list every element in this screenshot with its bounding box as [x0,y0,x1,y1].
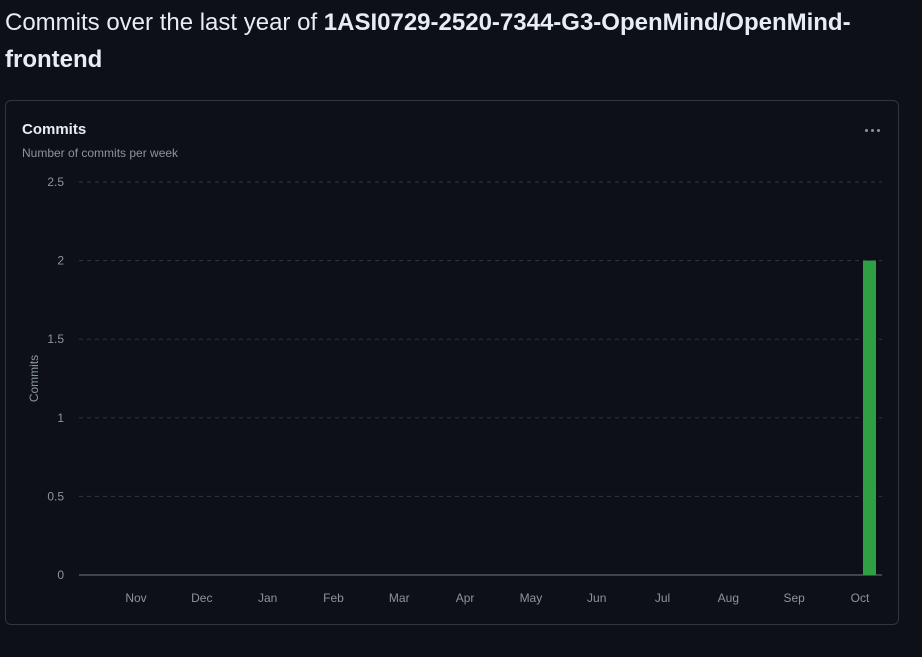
y-tick-label: 0 [57,568,64,582]
commit-bar[interactable] [863,260,876,575]
x-tick-label: Apr [456,591,475,605]
x-tick-label: Mar [389,591,410,605]
x-tick-label: Nov [125,591,146,605]
card-subtitle: Number of commits per week [22,146,179,160]
page-title: Commits over the last year of 1ASI0729-2… [5,4,905,78]
x-tick-label: Jun [587,591,606,605]
x-tick-label: Sep [784,591,806,605]
y-tick-label: 1.5 [47,332,64,346]
x-tick-label: Aug [718,591,739,605]
x-tick-label: May [520,591,543,605]
y-tick-label: 1 [57,411,64,425]
y-tick-label: 2.5 [47,175,64,189]
commits-chart-card: Commits Number of commits per week 0 0.5 1… [5,100,899,625]
kebab-horizontal-icon[interactable] [860,119,884,141]
x-tick-label: Dec [191,591,212,605]
y-tick-label: 0.5 [47,489,64,503]
x-tick-label: Jul [655,591,670,605]
y-axis-title: Commits [27,355,41,402]
page-title-prefix: Commits over the last year of [5,9,318,36]
x-tick-label: Feb [323,591,344,605]
y-tick-label: 2 [57,254,64,268]
repo-name[interactable]: 1ASI0729-2520-7344-G3-OpenMind/OpenMind-… [5,9,851,73]
x-tick-label: Jan [258,591,277,605]
card-title: Commits [22,121,87,138]
commits-chart: 0 0.5 1 1.5 2 2.5 Commits Nov Dec Jan Feb Mar Apr May… [27,175,882,605]
x-tick-label: Oct [851,591,870,605]
